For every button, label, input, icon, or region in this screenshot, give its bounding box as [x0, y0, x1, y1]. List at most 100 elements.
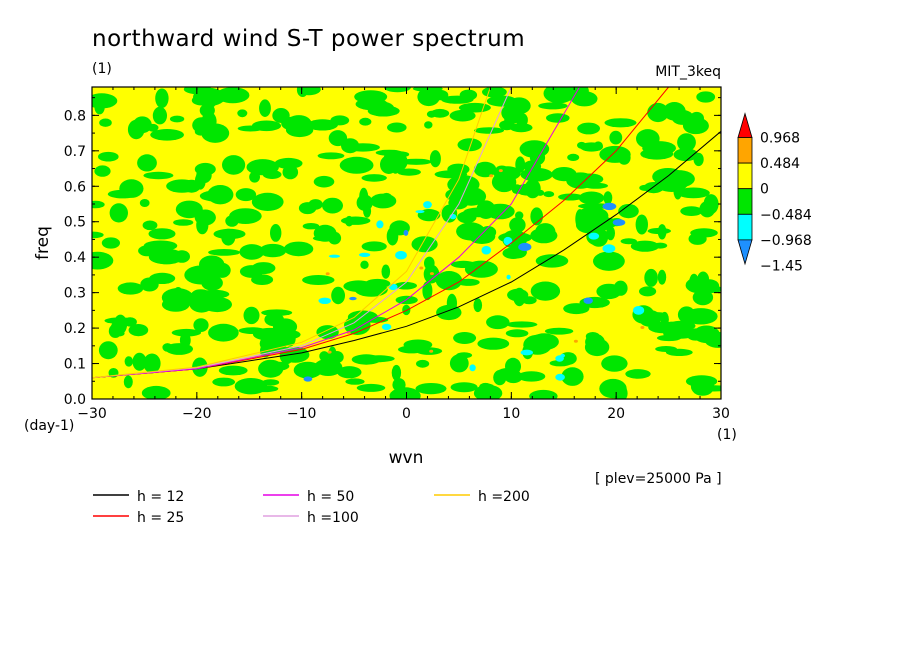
legend-label: h = 25: [137, 510, 184, 526]
field-patch: [429, 150, 441, 168]
field-patch: [620, 238, 637, 245]
field-patch: [639, 184, 650, 191]
field-patch: [656, 334, 682, 342]
field-spot-high: [419, 266, 424, 270]
field-patch: [330, 351, 344, 364]
field-patch: [312, 235, 340, 242]
field-patch: [165, 343, 193, 355]
series-line-2: [92, 87, 580, 379]
field-patch: [529, 333, 559, 351]
field-patch: [530, 281, 561, 301]
field-patch: [677, 306, 696, 324]
field-patch: [270, 224, 282, 242]
field-patch: [648, 321, 678, 334]
field-spot-high: [573, 339, 578, 343]
field-patch: [704, 331, 721, 348]
field-patch: [546, 113, 570, 123]
field-patch: [313, 358, 343, 376]
legend-label: h = 50: [307, 489, 354, 505]
field-patch: [123, 375, 133, 389]
x-axis-label: wvn: [389, 448, 424, 468]
field-patch: [166, 179, 198, 193]
field-patch: [189, 294, 214, 313]
field-patch: [344, 315, 371, 335]
field-spot: [395, 250, 407, 260]
field-patch: [175, 200, 203, 219]
field-patch: [447, 163, 470, 175]
field-patch: [337, 366, 362, 379]
field-patch: [389, 387, 421, 399]
field-patch: [149, 272, 176, 284]
field-patch: [143, 171, 174, 180]
field-patch: [356, 383, 386, 392]
legend-label: h =200: [478, 489, 530, 505]
field-patch: [504, 116, 519, 124]
field-spot: [583, 297, 593, 304]
field-spot: [560, 353, 565, 358]
field-patch: [246, 159, 279, 176]
field-patch: [424, 121, 433, 129]
field-patch: [201, 111, 217, 131]
field-spot: [358, 252, 371, 257]
legend: h = 12 h = 25 h = 50 h =100 h =200: [93, 489, 530, 526]
field-patch: [596, 283, 622, 300]
field-patch: [313, 175, 335, 188]
field-patch: [307, 119, 338, 131]
field-patch: [193, 318, 209, 332]
field-patch: [477, 337, 510, 350]
field-spot-high: [325, 272, 330, 276]
y-tick-label: 0.6: [64, 179, 86, 195]
field-spot-high: [429, 272, 434, 276]
field-patch: [101, 237, 120, 249]
field-patch: [459, 89, 478, 101]
field-patch: [194, 127, 207, 136]
field-patch: [567, 153, 580, 161]
field-patch: [515, 211, 524, 220]
y-tick-label: 0.3: [64, 286, 86, 302]
field-patch: [193, 87, 226, 107]
field-spot: [303, 376, 313, 382]
field-patch: [92, 251, 114, 270]
field-spot: [602, 244, 616, 253]
field-patch: [689, 111, 704, 125]
colorbar-label: −0.968: [760, 233, 812, 249]
field-patch: [516, 113, 528, 127]
field-patch: [486, 95, 518, 107]
x-unit-label: (1): [717, 427, 737, 443]
field-patch: [673, 148, 699, 162]
field-patch: [283, 241, 314, 257]
field-patch: [208, 249, 241, 256]
field-patch: [285, 122, 314, 138]
field-patch: [505, 329, 529, 338]
field-patch: [464, 260, 498, 278]
field-patch: [535, 223, 556, 241]
field-patch: [473, 161, 497, 178]
field-patch: [397, 168, 421, 176]
field-patch: [143, 353, 161, 374]
x-tick-label: −30: [77, 406, 107, 422]
field-patch: [281, 346, 310, 363]
field-patch: [655, 346, 677, 352]
field-patch: [274, 157, 303, 169]
field-patch: [435, 271, 463, 291]
field-patch: [132, 352, 147, 371]
field-patch: [599, 145, 631, 163]
field-spot: [349, 296, 357, 301]
field-spot: [318, 297, 332, 304]
field-patch: [150, 129, 185, 141]
colorbar-top-arrow: [737, 112, 753, 138]
x-tick-label: 20: [607, 406, 625, 422]
field-patch: [273, 326, 286, 333]
colorbar-label: −1.45: [760, 259, 803, 275]
field-patch: [479, 382, 492, 392]
colorbar-bottom-arrow: [737, 239, 753, 266]
field-patch: [359, 187, 369, 206]
field-spot: [469, 364, 476, 372]
field-patch: [575, 216, 600, 234]
field-patch: [261, 309, 293, 317]
field-patch: [686, 328, 705, 341]
field-patch: [112, 330, 125, 337]
field-patch: [422, 281, 433, 301]
field-patch: [155, 88, 169, 109]
